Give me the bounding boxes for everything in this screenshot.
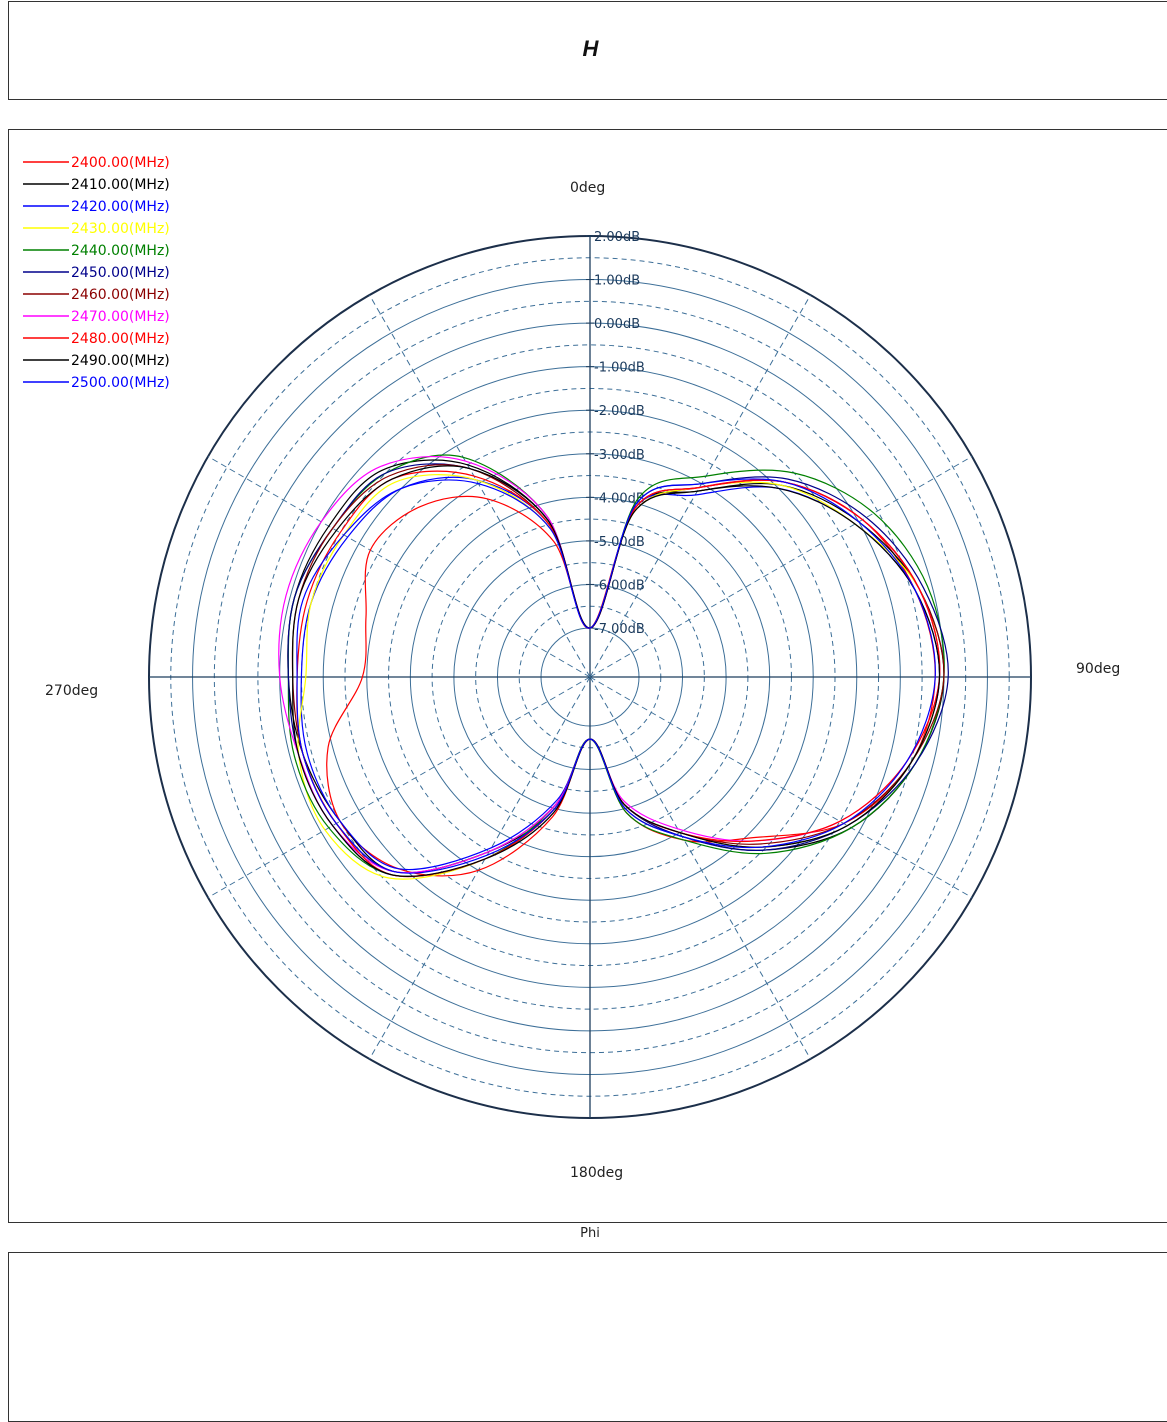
legend-label: 2490.00(MHz) xyxy=(71,353,170,369)
radial-tick-label: -7.00dB xyxy=(594,622,645,637)
grid-spoke xyxy=(589,294,811,678)
angle-label: 0deg xyxy=(570,180,605,196)
angle-label: 270deg xyxy=(45,683,98,699)
grid-spoke xyxy=(369,294,591,678)
series-line xyxy=(278,456,941,874)
grid-spoke xyxy=(589,676,811,1060)
radial-tick-label: 2.00dB xyxy=(594,230,640,245)
grid-spoke xyxy=(207,676,591,898)
legend-label: 2440.00(MHz) xyxy=(71,243,170,259)
radial-tick-label: -1.00dB xyxy=(594,361,645,376)
legend-label: 2450.00(MHz) xyxy=(71,265,170,281)
legend-label: 2420.00(MHz) xyxy=(71,199,170,215)
title-panel: H xyxy=(8,1,1167,100)
series-line xyxy=(292,465,941,877)
grid-spoke xyxy=(207,456,591,678)
chart-panel: 2.00dB 1.00dB 0.00dB -1.00dB -2.00dB -3.00dB -… xyxy=(8,129,1167,1223)
legend-label: 2500.00(MHz) xyxy=(71,375,170,391)
legend-label: 2430.00(MHz) xyxy=(71,221,170,237)
radial-tick-label: -3.00dB xyxy=(594,448,645,463)
legend-label: 2460.00(MHz) xyxy=(71,287,170,303)
chart-title: H xyxy=(582,36,599,61)
radial-tick-label: 0.00dB xyxy=(594,317,640,332)
bottom-panel xyxy=(8,1252,1167,1422)
grid-spoke xyxy=(589,676,973,898)
radial-tick-label: -4.00dB xyxy=(594,491,645,506)
radial-tick-label: -2.00dB xyxy=(594,404,645,419)
grid-spoke xyxy=(589,456,973,678)
legend-label: 2410.00(MHz) xyxy=(71,177,170,193)
polar-chart: 2.00dB 1.00dB 0.00dB -1.00dB -2.00dB -3.00dB -… xyxy=(23,155,1120,1181)
angle-label: 90deg xyxy=(1076,661,1120,677)
radial-tick-label: -5.00dB xyxy=(594,535,645,550)
phi-axis-label: Phi xyxy=(580,1226,600,1241)
radial-tick-label: 1.00dB xyxy=(594,274,640,289)
series-line xyxy=(296,478,936,874)
angle-label: 180deg xyxy=(570,1165,623,1181)
legend-label: 2470.00(MHz) xyxy=(71,309,170,325)
legend-label: 2480.00(MHz) xyxy=(71,331,170,347)
legend-label: 2400.00(MHz) xyxy=(71,155,170,171)
radial-tick-label: -6.00dB xyxy=(594,578,645,593)
grid-spoke xyxy=(369,676,591,1060)
